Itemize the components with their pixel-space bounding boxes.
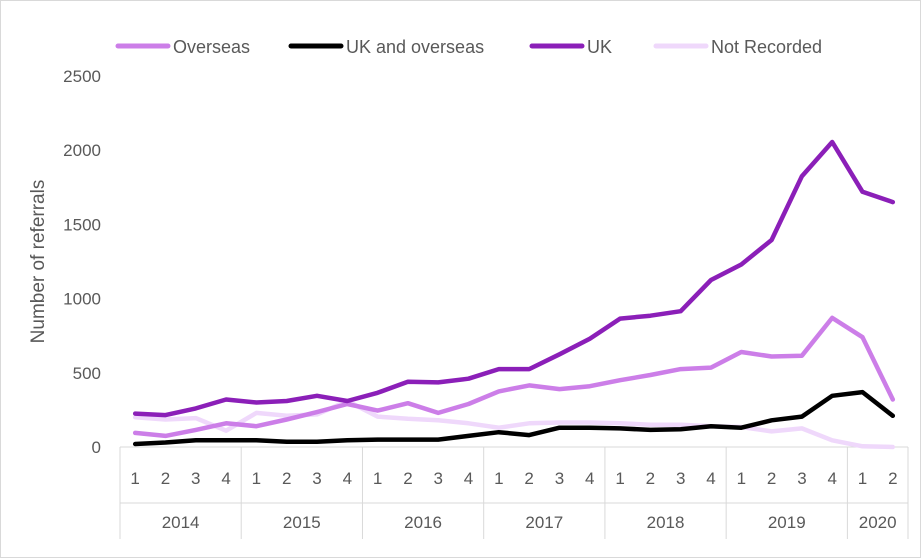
x-tick-label: 2 xyxy=(403,469,412,488)
x-tick-label: 3 xyxy=(312,469,321,488)
legend-label: Not Recorded xyxy=(711,37,822,57)
year-label: 2016 xyxy=(404,513,442,532)
x-tick-label: 3 xyxy=(676,469,685,488)
x-tick-label: 1 xyxy=(858,469,867,488)
x-tick-label: 1 xyxy=(615,469,624,488)
year-label: 2020 xyxy=(859,513,897,532)
series-line-not-recorded xyxy=(132,398,896,450)
year-label: 2014 xyxy=(162,513,200,532)
y-tick-label: 1500 xyxy=(63,215,101,234)
x-tick-label: 4 xyxy=(827,469,836,488)
x-tick-label: 4 xyxy=(343,469,352,488)
legend-label: UK xyxy=(587,37,612,57)
x-tick-label: 3 xyxy=(555,469,564,488)
series-line-uk-and-overseas xyxy=(132,389,896,447)
y-tick-label: 2500 xyxy=(63,67,101,86)
x-tick-label: 4 xyxy=(464,469,473,488)
x-tick-label: 1 xyxy=(737,469,746,488)
series-line-overseas xyxy=(132,315,896,439)
y-axis-label: Number of referrals xyxy=(28,180,49,344)
y-tick-label: 500 xyxy=(73,364,101,383)
year-label: 2018 xyxy=(647,513,685,532)
y-tick-label: 1000 xyxy=(63,290,101,309)
x-tick-label: 4 xyxy=(585,469,594,488)
year-label: 2015 xyxy=(283,513,321,532)
x-tick-label: 1 xyxy=(373,469,382,488)
x-tick-label: 3 xyxy=(797,469,806,488)
x-tick-label: 3 xyxy=(433,469,442,488)
y-tick-label: 0 xyxy=(92,438,101,457)
x-tick-label: 2 xyxy=(888,469,897,488)
series-line-uk xyxy=(132,139,896,418)
x-tick-label: 4 xyxy=(221,469,230,488)
x-tick-label: 4 xyxy=(706,469,715,488)
x-tick-label: 2 xyxy=(767,469,776,488)
x-tick-label: 2 xyxy=(646,469,655,488)
y-tick-label: 2000 xyxy=(63,141,101,160)
x-tick-label: 2 xyxy=(161,469,170,488)
x-tick-label: 1 xyxy=(252,469,261,488)
x-tick-label: 1 xyxy=(494,469,503,488)
year-label: 2017 xyxy=(525,513,563,532)
year-label: 2019 xyxy=(768,513,806,532)
legend-label: Overseas xyxy=(173,37,250,57)
x-tick-label: 2 xyxy=(282,469,291,488)
x-tick-label: 1 xyxy=(130,469,139,488)
x-tick-label: 3 xyxy=(191,469,200,488)
x-tick-label: 2 xyxy=(524,469,533,488)
legend-label: UK and overseas xyxy=(346,37,484,57)
